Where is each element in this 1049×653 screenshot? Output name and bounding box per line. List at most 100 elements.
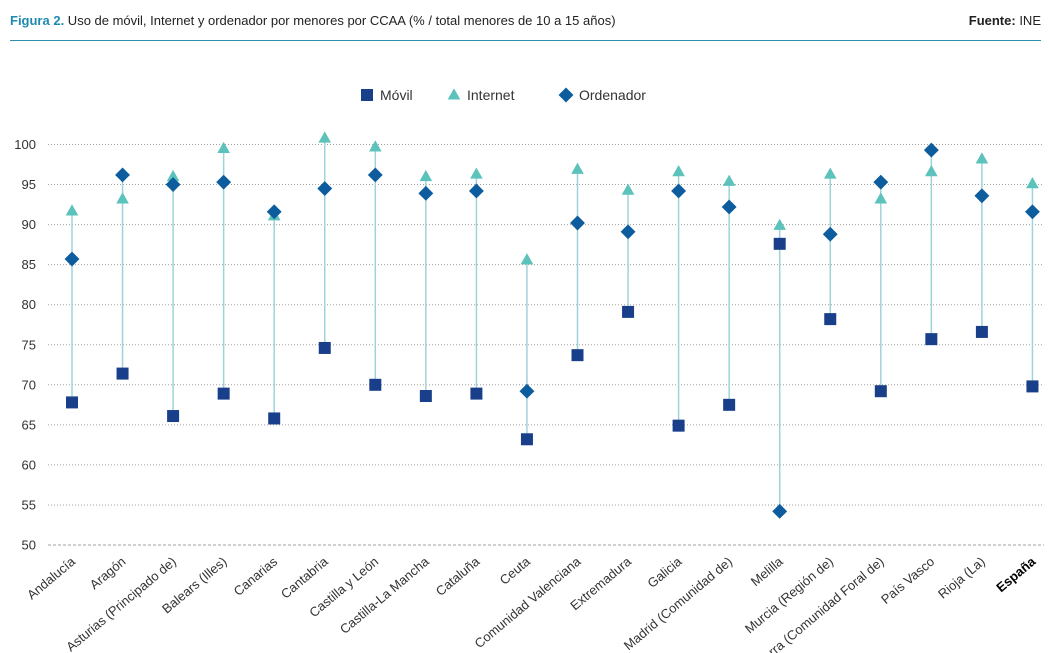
y-tick-label-80: 80 xyxy=(22,297,36,312)
point-ordenador-madrid-comunidad-de xyxy=(721,199,737,215)
legend-marker-movil xyxy=(361,89,373,101)
x-tick-label-galicia: Galicia xyxy=(644,553,685,591)
point-internet-castilla-y-leon xyxy=(369,140,382,152)
point-internet-madrid-comunidad-de xyxy=(722,174,736,186)
point-internet-cataluna xyxy=(470,167,483,179)
gridlines xyxy=(48,144,1044,546)
point-movil-cataluna xyxy=(470,387,483,400)
point-movil-galicia xyxy=(672,419,685,432)
point-movil-aragon xyxy=(116,367,129,380)
y-tick-label-50: 50 xyxy=(22,538,36,553)
point-movil-andalucia xyxy=(66,396,78,409)
data-marks xyxy=(64,131,1040,519)
point-internet-melilla xyxy=(773,218,786,230)
point-internet-balears-illes xyxy=(217,141,230,154)
legend-item-ordenador: Ordenador xyxy=(558,87,646,103)
point-ordenador-canarias xyxy=(266,204,282,220)
point-movil-pais-vasco xyxy=(925,333,938,346)
legend-item-internet: Internet xyxy=(447,87,515,103)
point-movil-balears-illes xyxy=(217,387,230,400)
point-movil-comunidad-valenciana xyxy=(571,349,584,362)
x-tick-label-canarias: Canarias xyxy=(231,553,281,598)
range-connectors xyxy=(71,138,1034,512)
point-ordenador-extremadura xyxy=(620,224,636,240)
y-tick-label-75: 75 xyxy=(22,337,36,352)
point-ordenador-ceuta xyxy=(519,383,535,399)
point-internet-andalucia xyxy=(65,204,79,216)
y-tick-label-100: 100 xyxy=(14,137,36,152)
point-ordenador-murcia-region-de xyxy=(822,226,838,242)
x-tick-label-andalucia: Andalucía xyxy=(24,553,79,602)
legend-label-movil: Móvil xyxy=(380,87,413,103)
x-tick-label-rioja-la: Rioja (La) xyxy=(935,554,988,602)
point-movil-cantabria xyxy=(318,341,331,354)
point-ordenador-cataluna xyxy=(468,183,484,199)
point-ordenador-asturias-principado-de xyxy=(165,177,181,192)
point-internet-comunidad-valenciana xyxy=(571,162,584,174)
x-tick-label-ceuta: Ceuta xyxy=(497,553,534,587)
y-tick-label-65: 65 xyxy=(22,417,36,432)
point-ordenador-cantabria xyxy=(317,181,333,196)
y-tick-label-55: 55 xyxy=(22,497,36,512)
x-tick-label-cataluna: Cataluña xyxy=(433,553,483,598)
point-ordenador-balears-illes xyxy=(216,174,232,190)
point-internet-castilla-la-mancha xyxy=(419,169,433,182)
point-internet-ceuta xyxy=(520,253,534,265)
point-ordenador-andalucia xyxy=(64,251,80,267)
x-tick-label-pais-vasco: País Vasco xyxy=(878,554,937,607)
point-ordenador-aragon xyxy=(115,167,130,183)
x-tick-label-melilla: Melilla xyxy=(748,553,786,589)
point-internet-aragon xyxy=(116,192,129,204)
point-movil-murcia-region-de xyxy=(824,313,837,326)
point-internet-pais-vasco xyxy=(925,165,938,177)
point-internet-murcia-region-de xyxy=(823,167,837,179)
figure-label: Figura 2. xyxy=(10,13,65,28)
figure-header: Figura 2. Uso de móvil, Internet y orden… xyxy=(10,0,1041,41)
point-movil-rioja-la xyxy=(975,325,988,338)
point-movil-castilla-la-mancha xyxy=(419,390,432,403)
point-internet-cantabria xyxy=(318,131,332,143)
figure-title-text: Uso de móvil, Internet y ordenador por m… xyxy=(64,13,616,28)
legend-label-internet: Internet xyxy=(467,87,515,103)
y-tick-label-70: 70 xyxy=(22,377,36,392)
figure-title: Figura 2. Uso de móvil, Internet y orden… xyxy=(10,13,616,28)
y-tick-label-60: 60 xyxy=(22,457,36,472)
point-internet-espana xyxy=(1026,177,1039,189)
point-ordenador-castilla-la-mancha xyxy=(418,185,434,201)
point-ordenador-rioja-la xyxy=(974,188,990,204)
x-tick-label-castilla-la-mancha: Castilla-La Mancha xyxy=(337,553,432,637)
point-ordenador-navarra-comunidad-foral-de xyxy=(873,174,889,190)
point-internet-navarra-comunidad-foral-de xyxy=(874,192,888,204)
point-ordenador-pais-vasco xyxy=(923,142,939,158)
point-ordenador-galicia xyxy=(671,183,687,199)
point-movil-melilla xyxy=(773,237,786,250)
source-label: Fuente: xyxy=(968,13,1016,28)
x-tick-label-aragon: Aragón xyxy=(87,554,129,592)
point-ordenador-comunidad-valenciana xyxy=(570,215,585,231)
point-internet-extremadura xyxy=(621,183,635,195)
x-tick-label-espana: España xyxy=(993,553,1039,595)
legend-marker-ordenador xyxy=(558,87,574,103)
point-movil-castilla-y-leon xyxy=(369,378,382,391)
y-tick-label-95: 95 xyxy=(22,177,36,192)
point-movil-espana xyxy=(1026,380,1039,393)
legend-item-movil: Móvil xyxy=(361,87,413,103)
source-note: Fuente: INE xyxy=(969,13,1041,28)
point-ordenador-espana xyxy=(1025,204,1040,220)
point-movil-canarias xyxy=(268,412,281,425)
x-tick-label-murcia-region-de: Murcia (Región de) xyxy=(742,554,836,637)
point-ordenador-castilla-y-leon xyxy=(367,167,383,183)
point-movil-extremadura xyxy=(622,305,635,318)
y-tick-label-85: 85 xyxy=(22,257,36,272)
point-internet-asturias-principado-de xyxy=(166,169,180,182)
legend-marker-internet xyxy=(447,88,461,100)
y-axis: 50 55 60 65 70 75 80 85 90 95 100 xyxy=(14,137,36,553)
point-movil-ceuta xyxy=(520,433,533,446)
point-internet-rioja-la xyxy=(975,152,989,164)
chart-legend: Móvil Internet Ordenador xyxy=(361,87,646,103)
y-tick-label-90: 90 xyxy=(22,217,36,232)
legend-label-ordenador: Ordenador xyxy=(579,87,646,103)
point-movil-madrid-comunidad-de xyxy=(723,398,736,411)
